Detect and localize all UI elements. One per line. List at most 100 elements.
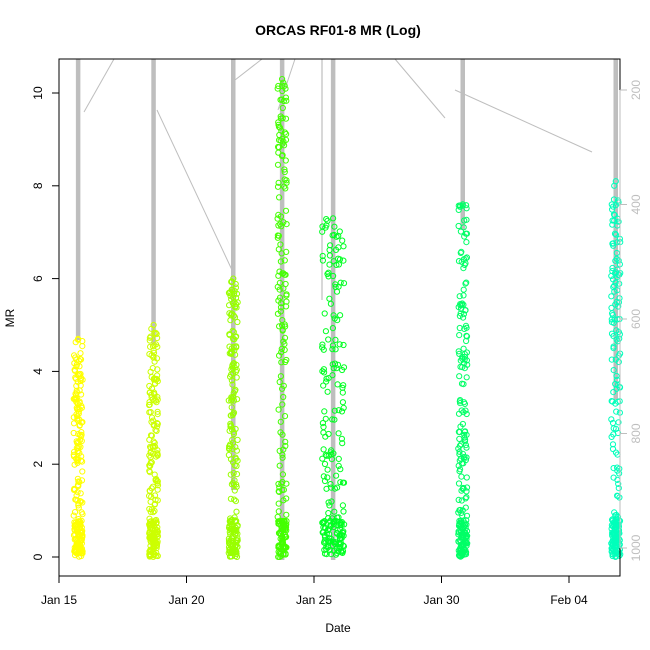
mr-point	[274, 310, 281, 317]
mr-point	[462, 456, 469, 464]
mr-point	[276, 447, 283, 454]
mr-point	[231, 514, 238, 521]
mr-point	[227, 471, 234, 478]
mr-point	[154, 420, 161, 428]
mr-point	[457, 301, 464, 308]
x-tick-label: Feb 04	[550, 593, 588, 607]
mr-point	[330, 450, 337, 457]
mr-point	[334, 514, 341, 521]
mr-point	[231, 496, 238, 503]
mr-point	[336, 256, 344, 263]
mr-point	[282, 94, 289, 101]
mr-point	[225, 451, 232, 459]
mr-point	[276, 462, 283, 469]
mr-point	[282, 207, 290, 214]
mr-point	[75, 444, 82, 452]
y2-tick-label: 1000	[629, 534, 643, 561]
mr-point	[77, 350, 84, 357]
mr-point	[228, 404, 235, 411]
mr-point	[74, 541, 81, 548]
y-tick-label: 10	[31, 86, 45, 100]
mr-point	[610, 211, 618, 218]
mr-point	[154, 486, 161, 493]
mr-point	[458, 531, 465, 538]
mr-point	[613, 249, 620, 257]
mr-point	[608, 548, 615, 555]
mr-point	[232, 498, 239, 505]
mr-point	[282, 157, 289, 164]
mr-point	[277, 241, 284, 248]
mr-point	[281, 334, 289, 341]
mr-point	[152, 329, 159, 336]
mr-point	[78, 374, 85, 382]
mr-point	[455, 496, 462, 503]
pressure-layer	[75, 58, 618, 560]
mr-point	[280, 551, 287, 558]
mr-point	[330, 215, 337, 222]
mr-point	[148, 493, 155, 500]
mr-point	[274, 85, 281, 92]
mr-point	[329, 325, 336, 332]
mr-point	[234, 537, 241, 544]
mr-point	[147, 462, 154, 469]
mr-point	[456, 442, 463, 449]
mr-point	[324, 270, 331, 278]
y2-tick-label: 600	[629, 309, 643, 329]
mr-point	[459, 450, 466, 457]
mr-point	[457, 228, 464, 235]
mr-point	[279, 454, 286, 461]
mr-point	[456, 332, 463, 339]
mr-point	[154, 411, 161, 418]
mr-point	[230, 410, 237, 417]
mr-point	[340, 364, 348, 371]
mr-point	[149, 483, 156, 490]
mr-point	[615, 257, 622, 264]
y2-tick-label: 800	[629, 423, 643, 443]
mr-point	[337, 479, 344, 486]
mr-point	[331, 416, 338, 423]
mr-point	[74, 489, 81, 496]
mr-point	[283, 511, 290, 518]
mr-point	[611, 230, 619, 237]
mr-point	[283, 97, 290, 104]
mr-point	[611, 288, 618, 295]
mr-point	[280, 219, 287, 226]
mr-point	[280, 79, 287, 86]
mr-point	[70, 512, 77, 519]
mr-point	[276, 124, 284, 131]
mr-point	[325, 509, 332, 517]
mr-point	[281, 168, 288, 176]
mr-point	[283, 495, 290, 502]
mr-point	[611, 509, 618, 516]
mr-point	[278, 345, 285, 352]
mr-point	[275, 179, 282, 186]
mr-point	[150, 321, 157, 329]
mr-point	[612, 257, 619, 264]
mr-point	[150, 347, 157, 354]
mr-point	[277, 258, 284, 265]
mr-point	[226, 547, 233, 554]
mr-point	[279, 541, 286, 548]
mr-point	[322, 328, 329, 335]
mr-point	[281, 257, 288, 264]
mr-point	[233, 483, 240, 490]
mr-point	[230, 470, 237, 477]
mr-point	[456, 451, 463, 458]
mr-point	[227, 349, 234, 356]
mr-point	[463, 205, 470, 212]
mr-point	[71, 485, 78, 492]
mr-point	[463, 444, 470, 451]
mr-point	[613, 372, 620, 380]
mr-point	[319, 368, 326, 375]
mr-point	[233, 553, 241, 561]
mr-point	[154, 372, 161, 379]
mr-point	[76, 549, 83, 556]
mr-point	[283, 221, 290, 228]
mr-point	[456, 324, 463, 332]
mr-point	[231, 298, 238, 305]
mr-point	[281, 413, 289, 420]
mr-point	[613, 408, 620, 415]
mr-point	[281, 321, 288, 328]
mr-point	[339, 389, 346, 396]
mr-point	[336, 545, 343, 552]
